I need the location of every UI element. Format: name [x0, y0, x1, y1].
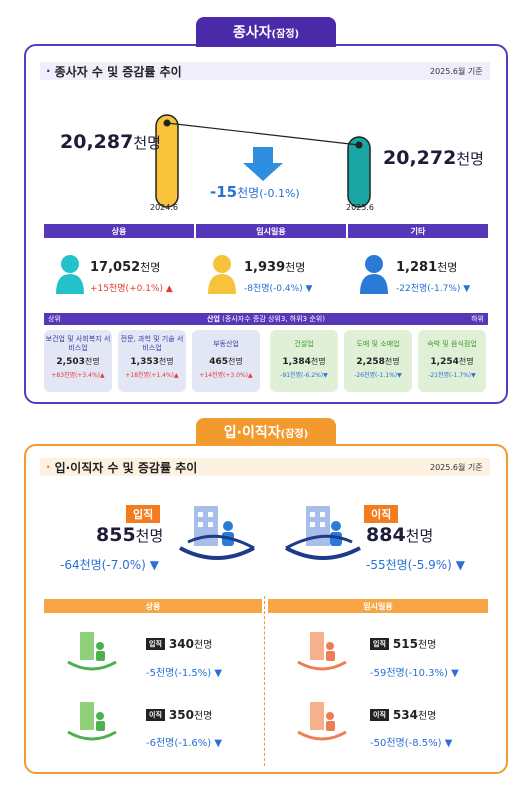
temporary-value: 1,939천명 — [244, 260, 306, 275]
bar-2025 — [347, 136, 371, 208]
employees-value-2025: 20,272천명 — [383, 147, 484, 169]
temporary-change: -8천명(-0.4%) ▼ — [244, 284, 313, 294]
regular-separation-icon — [67, 702, 117, 741]
up-arrow-icon: ▲ — [162, 284, 173, 294]
hire-building-icon — [179, 506, 255, 560]
regular-change: +15천명(+0.1%) ▲ — [90, 284, 173, 294]
down-arrow-icon — [243, 147, 283, 181]
other-change: -22천명(-1.7%) ▼ — [396, 284, 471, 294]
down-arrow-icon: ▼ — [211, 668, 223, 679]
up-arrow-icon: ▲ — [248, 372, 253, 379]
temporary-separation-value: 이직 534 천명 — [370, 707, 436, 722]
temporary-separation-icon — [297, 702, 347, 741]
industry-header: 상위 산업 (종사자수 증감 상위3, 하위3 순위) 하위 — [44, 313, 488, 325]
turnover-tab-suffix: (잠정) — [280, 428, 309, 440]
hire-change: -64천명(-7.0%) ▼ — [60, 558, 159, 572]
date-2025: 2025.6 — [346, 203, 374, 212]
down-arrow-icon: ▼ — [145, 558, 159, 572]
down-arrow-icon: ▼ — [323, 372, 328, 379]
turnover-section-title-bar: · 입·이직자 수 및 증감률 추이 — [40, 458, 490, 476]
industry-bottom-label: 하위 — [471, 315, 484, 323]
employees-change: -15천명(-0.1%) — [210, 183, 300, 201]
hire-tag: 입직 — [126, 505, 161, 523]
regular-hire-change: -5천명(-1.5%) ▼ — [146, 668, 223, 679]
person-icon — [56, 255, 84, 294]
point-2024 — [163, 119, 171, 127]
employees-trend-graphic — [155, 114, 371, 208]
turnover-section-title: 입·이직자 수 및 증감률 추이 — [54, 460, 198, 475]
person-icon — [360, 255, 388, 294]
down-arrow-icon: ▼ — [211, 738, 223, 749]
employees-section-title: 종사자 수 및 증감률 추이 — [54, 64, 182, 79]
employees-basis: 2025.6월 기준 — [430, 67, 483, 76]
temporary-hire-value: 입직 515 천명 — [370, 636, 436, 651]
employees-tab: 종사자 (잠정) — [196, 17, 336, 47]
turnover-basis: 2025.6월 기준 — [430, 463, 483, 472]
col-head-temporary-turnover: 임시일용 — [268, 599, 488, 613]
regular-hire-icon — [67, 632, 117, 671]
up-arrow-icon: ▲ — [174, 372, 179, 379]
col-head-regular-turnover: 상용 — [44, 599, 262, 613]
industry-card: 부동산업 465천명 +14천명(+3.0%)▲ — [192, 330, 260, 392]
employees-tab-title: 종사자 — [232, 25, 272, 41]
other-value: 1,281천명 — [396, 260, 458, 275]
down-arrow-icon: ▼ — [441, 738, 453, 749]
industry-card: 숙박 및 음식점업 1,254천명 -21천명(-1.7%)▼ — [418, 330, 486, 392]
col-head-regular: 상용 — [44, 224, 194, 238]
down-arrow-icon: ▼ — [460, 284, 471, 294]
regular-separation-value: 이직 350 천명 — [146, 707, 212, 722]
regular-hire-value: 입직 340 천명 — [146, 636, 212, 651]
down-arrow-icon: ▼ — [397, 372, 402, 379]
up-arrow-icon: ▲ — [100, 372, 105, 379]
employees-value-2024: 20,287천명 — [60, 131, 161, 153]
industry-subtitle: (종사자수 증감 상위3, 하위3 순위) — [222, 315, 325, 323]
down-arrow-icon: ▼ — [451, 558, 465, 572]
down-arrow-icon: ▼ — [447, 668, 459, 679]
hire-value: 855천명 — [96, 524, 164, 546]
trend-line — [166, 122, 360, 146]
person-icon — [208, 255, 236, 294]
industry-title: 산업 — [207, 315, 220, 323]
industry-card: 건설업 1,384천명 -91천명(-6.2%)▼ — [270, 330, 338, 392]
separation-value: 884천명 — [366, 524, 434, 546]
turnover-tab-title: 입·이직자 — [223, 425, 281, 441]
down-arrow-icon: ▼ — [471, 372, 476, 379]
industry-top-label: 상위 — [48, 315, 61, 323]
employees-tab-suffix: (잠정) — [271, 28, 300, 40]
separation-change: -55천명(-5.9%) ▼ — [366, 558, 465, 572]
point-2025 — [355, 141, 363, 149]
down-arrow-icon: ▼ — [302, 284, 313, 294]
col-head-temporary: 임시일용 — [196, 224, 346, 238]
regular-separation-change: -6천명(-1.6%) ▼ — [146, 738, 223, 749]
temporary-hire-icon — [297, 632, 347, 671]
employees-section-title-bar: · 종사자 수 및 증감률 추이 — [40, 62, 490, 80]
temporary-hire-change: -59천명(-10.3%) ▼ — [370, 668, 459, 679]
turnover-tab: 입·이직자 (잠정) — [196, 418, 336, 446]
regular-value: 17,052천명 — [90, 260, 161, 275]
separation-tag: 이직 — [364, 505, 399, 523]
industry-card: 보건업 및 사회복지 서비스업 2,503천명 +83천명(+3.4%)▲ — [44, 330, 112, 392]
divider — [264, 596, 265, 766]
bar-2024 — [155, 114, 179, 208]
industry-card: 전문, 과학 및 기술 서비스업 1,353천명 +18천명(+1.4%)▲ — [118, 330, 186, 392]
date-2024: 2024.6 — [150, 203, 178, 212]
temporary-separation-change: -50천명(-8.5%) ▼ — [370, 738, 453, 749]
col-head-other: 기타 — [348, 224, 488, 238]
industry-card: 도매 및 소매업 2,258천명 -26천명(-1.1%)▼ — [344, 330, 412, 392]
separation-building-icon — [285, 506, 361, 560]
